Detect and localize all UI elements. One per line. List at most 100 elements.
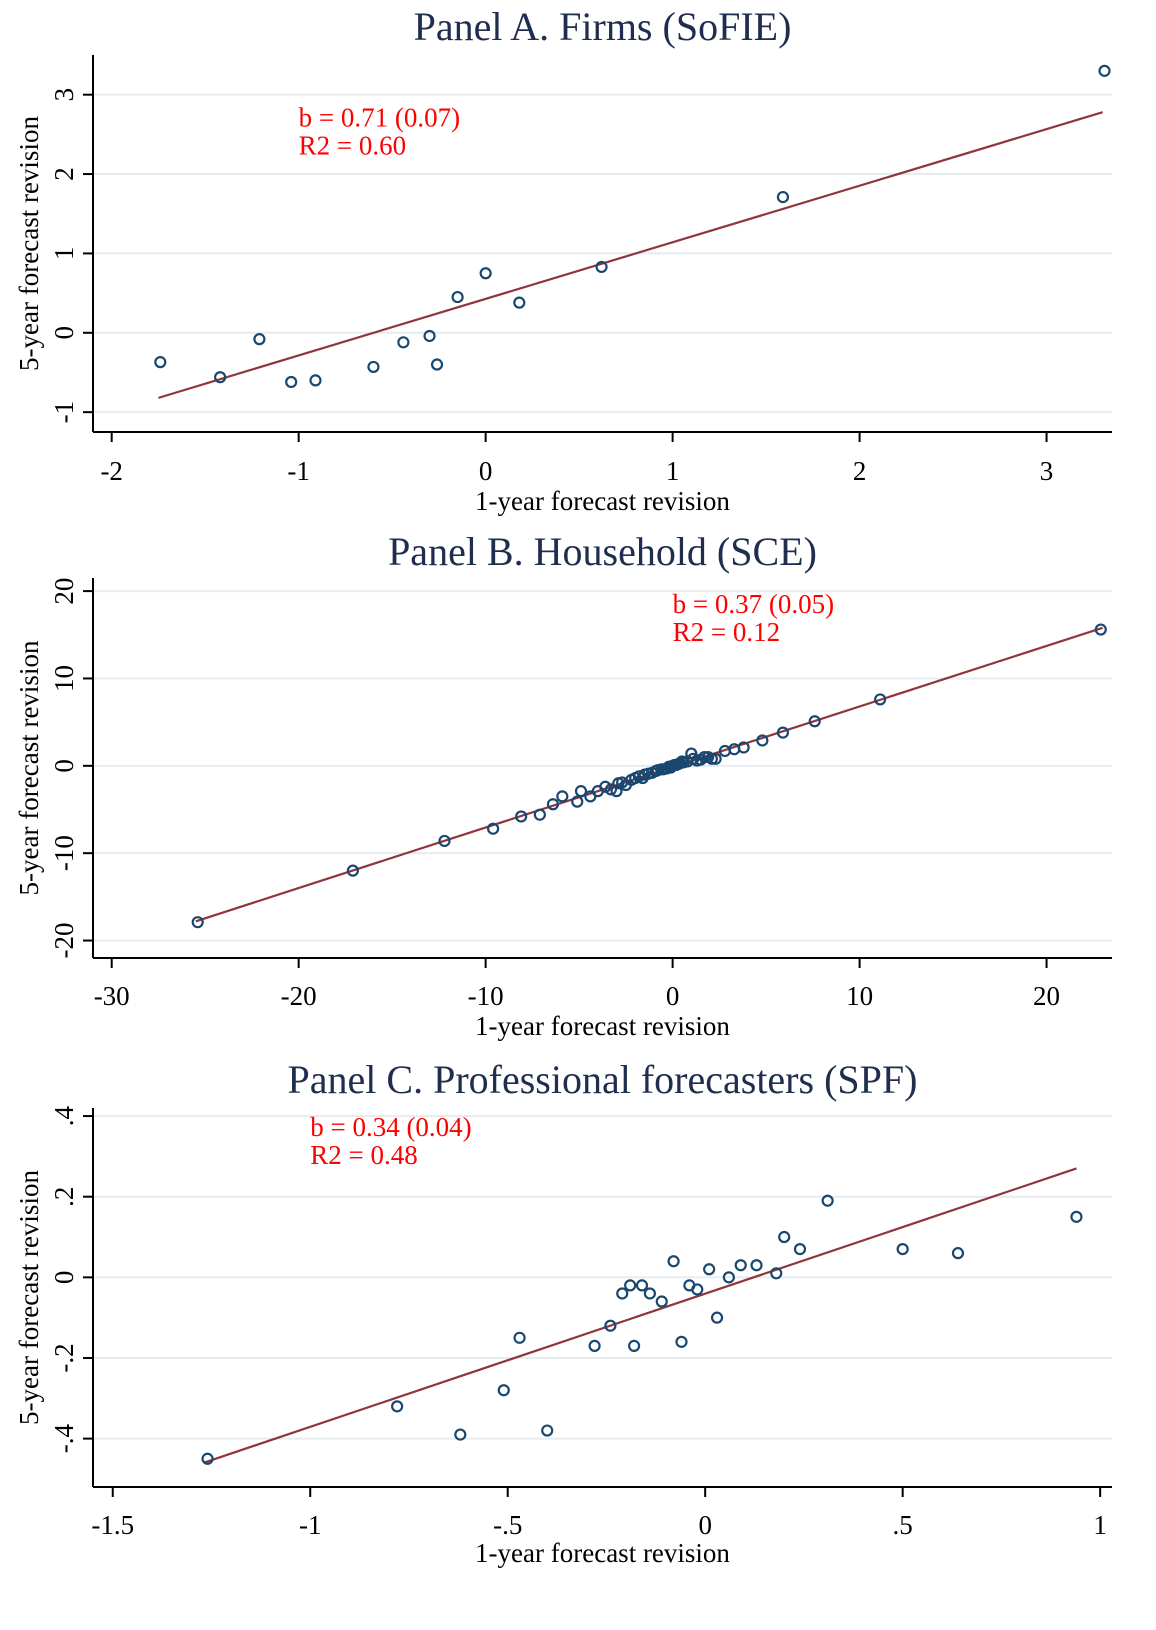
x-axis-label: 1-year forecast revision (475, 486, 730, 516)
data-point (643, 1287, 656, 1300)
data-point (285, 375, 298, 389)
data-point (821, 1194, 834, 1207)
data-point (423, 329, 436, 343)
data-point (479, 267, 492, 280)
y-tick-label: .4 (49, 1105, 79, 1126)
y-tick-label: -1 (49, 401, 79, 424)
data-point (430, 358, 444, 371)
panel-title: Panel C. Professional forecasters (SPF) (288, 1057, 918, 1102)
y-tick-label: -.4 (49, 1424, 79, 1454)
y-tick-label: 0 (49, 759, 79, 773)
r2-annotation: R2 = 0.48 (310, 1140, 418, 1170)
data-point (951, 1247, 965, 1260)
data-point (604, 783, 618, 796)
y-axis-label: 5-year forecast revision (14, 116, 44, 371)
data-point (546, 798, 560, 811)
y-tick-label: -.2 (49, 1343, 79, 1372)
data-point (201, 1452, 214, 1465)
data-point (541, 1424, 554, 1437)
data-point (454, 1428, 467, 1441)
data-point (533, 808, 546, 821)
data-point (574, 785, 588, 798)
data-point (709, 752, 722, 765)
data-point (750, 1259, 763, 1272)
x-axis-label: 1-year forecast revision (475, 1538, 730, 1568)
data-point (710, 1311, 724, 1324)
data-point (309, 374, 322, 387)
y-tick-label: 1 (49, 247, 79, 261)
data-point (698, 750, 711, 764)
data-point (346, 864, 359, 877)
x-tick-label: 10 (846, 981, 873, 1011)
data-point (451, 290, 464, 304)
x-tick-label: 20 (1033, 981, 1060, 1011)
data-point (734, 1259, 747, 1272)
x-tick-label: 0 (666, 981, 680, 1011)
y-tick-label: 20 (49, 578, 79, 605)
x-tick-label: -2 (100, 456, 123, 486)
data-point (1098, 64, 1111, 77)
slope-annotation: b = 0.71 (0.07) (299, 102, 460, 132)
x-tick-label: .5 (893, 1510, 913, 1540)
x-tick-label: 0 (479, 456, 493, 486)
data-point (675, 1335, 688, 1348)
y-tick-label: 2 (49, 167, 79, 181)
x-tick-label: -1 (299, 1510, 322, 1540)
data-point (513, 1331, 526, 1344)
panel-a: Panel A. Firms (SoFIE) -2 -1 0 1 2 3 -1 0 1 2 3 1-ye… (14, 4, 1112, 516)
r2-annotation: R2 = 0.60 (299, 130, 407, 160)
data-point (756, 734, 769, 747)
data-point (595, 260, 608, 274)
fit-line (158, 111, 1103, 399)
data-point (874, 693, 887, 706)
x-tick-label: -1.5 (91, 1510, 134, 1540)
data-point (214, 371, 227, 384)
y-axis-label: 5-year forecast revision (14, 640, 44, 895)
data-point (776, 726, 790, 739)
data-point (635, 1279, 649, 1292)
data-point (191, 916, 204, 929)
data-point (691, 1283, 704, 1296)
y-tick-label: 3 (49, 88, 79, 102)
data-point (556, 790, 569, 803)
data-point (808, 715, 821, 728)
data-point (624, 1279, 637, 1292)
data-point (705, 752, 718, 765)
fit-line (203, 1167, 1077, 1464)
panel-title: Panel A. Firms (SoFIE) (414, 4, 792, 49)
data-point (793, 1243, 807, 1256)
r2-annotation: R2 = 0.12 (673, 617, 781, 647)
x-tick-label: -20 (281, 981, 317, 1011)
data-point (487, 822, 500, 835)
y-tick-label: -20 (49, 923, 79, 959)
x-tick-label: 2 (853, 456, 867, 486)
y-tick-label: 10 (49, 665, 79, 692)
data-point (604, 1319, 617, 1332)
data-point (778, 1230, 791, 1244)
data-point (610, 785, 623, 798)
y-tick-label: 0 (49, 326, 79, 340)
panel-b: Panel B. Household (SCE) -30 -20 -10 0 10 20 -2… (14, 529, 1112, 1041)
data-point (655, 1295, 668, 1308)
data-point (497, 1384, 510, 1397)
data-point (367, 360, 380, 374)
x-tick-label: -1 (287, 456, 310, 486)
data-point (776, 190, 790, 204)
y-tick-label: 0 (49, 1271, 79, 1285)
data-point (770, 1267, 783, 1280)
panel-c: Panel C. Professional forecasters (SPF) -… (14, 1057, 1112, 1568)
x-tick-label: -.5 (493, 1510, 522, 1540)
data-point (737, 741, 750, 754)
data-point (1070, 1210, 1083, 1223)
data-point (703, 1263, 716, 1276)
data-point (391, 1400, 404, 1413)
data-point (253, 333, 266, 346)
slope-annotation: b = 0.34 (0.04) (310, 1112, 471, 1142)
x-tick-label: 1 (666, 456, 680, 486)
data-point (1094, 623, 1107, 636)
y-axis-label: 5-year forecast revision (14, 1170, 44, 1425)
data-point (515, 810, 528, 823)
data-point (397, 336, 410, 349)
data-point (571, 795, 584, 808)
